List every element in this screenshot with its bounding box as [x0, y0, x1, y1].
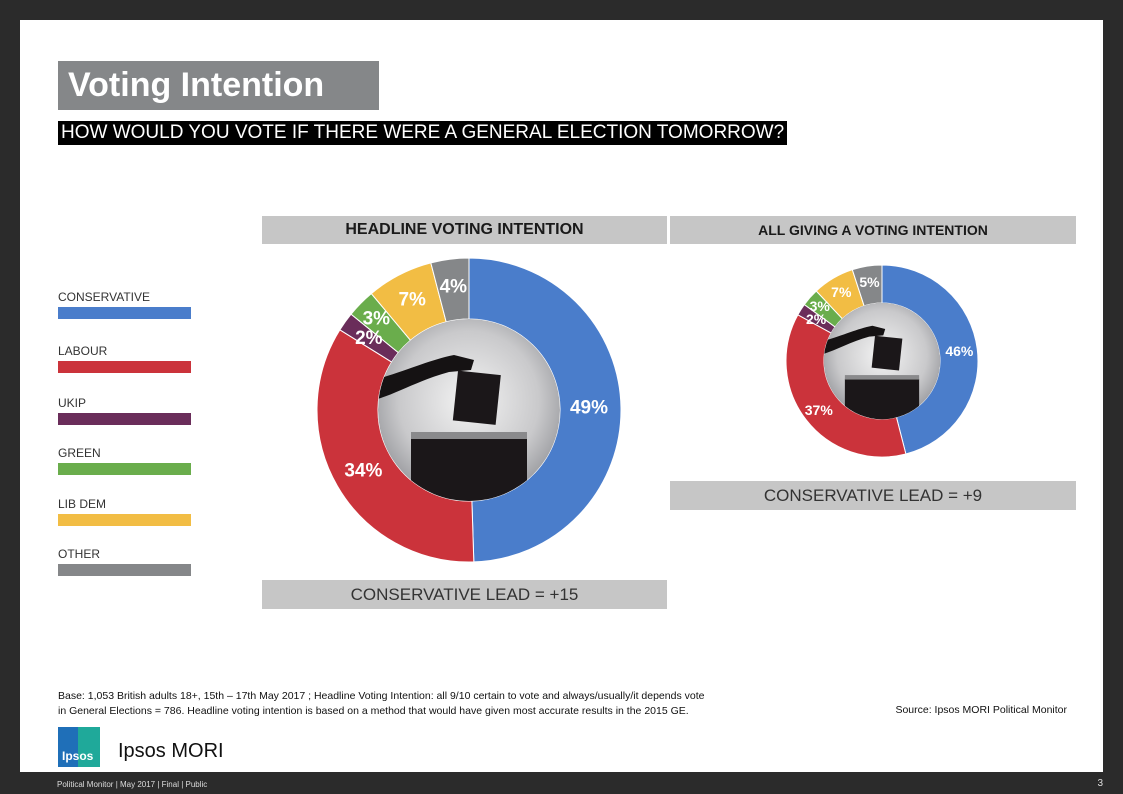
- legend-swatch: [58, 463, 191, 475]
- legend-item-other: OTHER: [58, 546, 191, 576]
- legend-label: OTHER: [58, 547, 100, 561]
- label-other: 5%: [859, 274, 880, 290]
- footnote: Base: 1,053 British adults 18+, 15th – 1…: [58, 689, 758, 719]
- ballot-photo: [823, 302, 941, 420]
- legend-swatch: [58, 307, 191, 319]
- chart-title-headline: HEADLINE VOTING INTENTION: [262, 216, 667, 244]
- label-green: 3%: [810, 298, 831, 314]
- chart-title-all: ALL GIVING A VOTING INTENTION: [670, 216, 1076, 244]
- legend-item-labour: LABOUR: [58, 343, 191, 373]
- label-labour: 34%: [344, 461, 382, 482]
- label-conservative: 46%: [945, 343, 974, 359]
- label-ukip: 2%: [806, 311, 827, 327]
- legend-item-conservative: CONSERVATIVE: [58, 289, 191, 319]
- label-lib-dem: 7%: [831, 284, 852, 300]
- source-note: Source: Ipsos MORI Political Monitor: [895, 704, 1067, 716]
- footer-text: Political Monitor | May 2017 | Final | P…: [57, 780, 208, 789]
- legend-label: LABOUR: [58, 344, 108, 358]
- legend-item-green: GREEN: [58, 445, 191, 475]
- page-title: Voting Intention: [58, 61, 379, 110]
- ballot-photo: [378, 319, 560, 501]
- brand-name: Ipsos MORI: [118, 740, 224, 762]
- legend-item-lib-dem: LIB DEM: [58, 496, 191, 526]
- ipsos-logo: Ipsos: [58, 727, 100, 767]
- page-number: 3: [1097, 778, 1103, 789]
- legend-swatch: [58, 361, 191, 373]
- legend-swatch: [58, 564, 191, 576]
- lead-headline: CONSERVATIVE LEAD = +15: [262, 580, 667, 609]
- page-subtitle: HOW WOULD YOU VOTE IF THERE WERE A GENER…: [58, 121, 788, 145]
- label-labour: 37%: [805, 402, 834, 418]
- label-conservative: 49%: [570, 398, 608, 419]
- legend-label: UKIP: [58, 396, 87, 410]
- label-ukip: 2%: [355, 328, 383, 349]
- legend-label: CONSERVATIVE: [58, 290, 151, 304]
- legend-swatch: [58, 514, 191, 526]
- legend-label: GREEN: [58, 446, 101, 460]
- footnote-line-1: Base: 1,053 British adults 18+, 15th – 1…: [58, 690, 705, 702]
- lead-all: CONSERVATIVE LEAD = +9: [670, 481, 1076, 510]
- label-lib-dem: 7%: [398, 289, 426, 310]
- logo-word: Ipsos: [62, 749, 94, 763]
- label-green: 3%: [363, 308, 391, 329]
- footnote-line-2: in General Elections = 786. Headline vot…: [58, 705, 689, 717]
- legend-item-ukip: UKIP: [58, 395, 191, 425]
- legend-swatch: [58, 413, 191, 425]
- label-other: 4%: [440, 276, 468, 297]
- legend-label: LIB DEM: [58, 497, 107, 511]
